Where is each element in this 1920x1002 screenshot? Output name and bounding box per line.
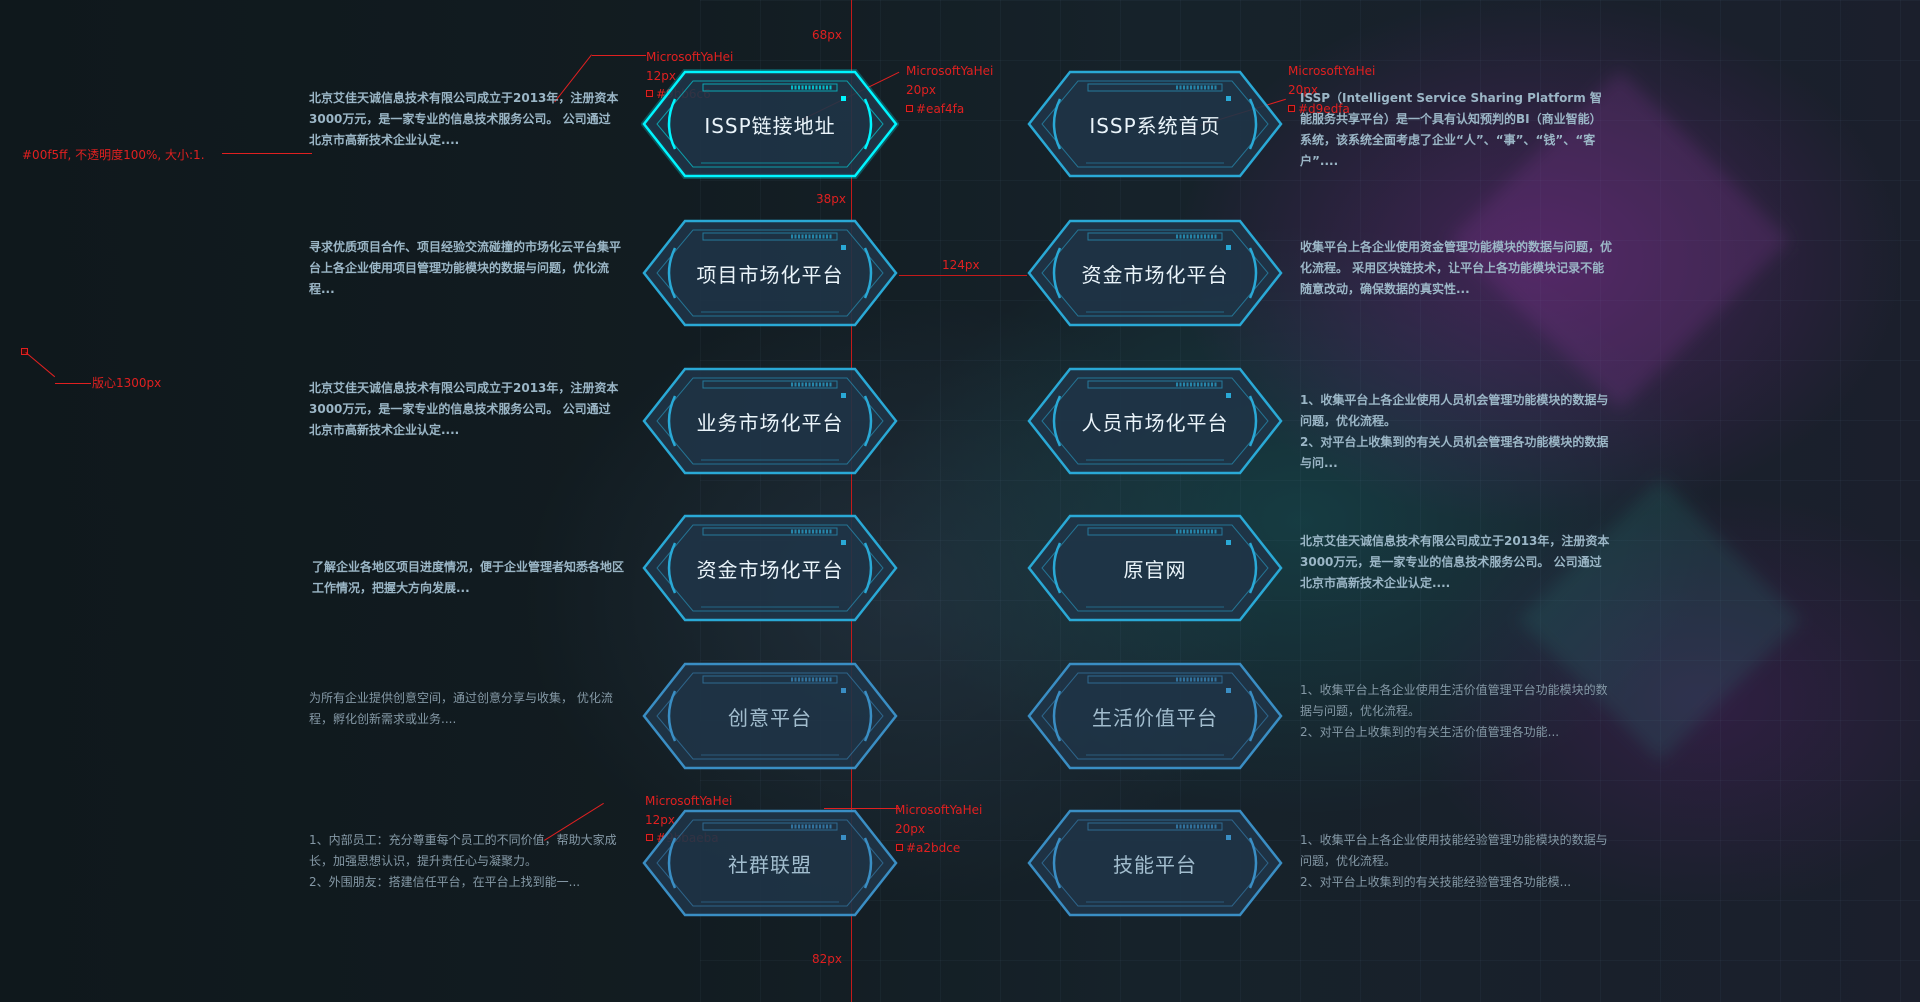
top-gap-annotation: 68px (812, 26, 842, 45)
card-title: ISSP系统首页 (1026, 69, 1284, 179)
annotation-color: #a2bdce (906, 839, 960, 858)
description-project-market: 寻求优质项目合作、项目经验交流碰撞的市场化云平台集平台上各企业使用项目管理功能模… (309, 237, 621, 300)
card-title: 创意平台 (641, 661, 899, 771)
card-fund-market[interactable]: 资金市场化平台 (1026, 218, 1284, 328)
card-title: ISSP链接地址 (641, 69, 899, 179)
annotation-size: 20px (906, 81, 936, 100)
description-business-market: 北京艾佳天诚信息技术有限公司成立于2013年，注册资本3000万元，是一家专业的… (309, 378, 621, 441)
card-project-market[interactable]: 项目市场化平台 (641, 218, 899, 328)
border-annotation: #00f5ff, 不透明度100%, 大小:1. (22, 146, 205, 165)
description-creative: 为所有企业提供创意空间，通过创意分享与收集， 优化流程，孵化创新需求或业务...… (309, 688, 621, 730)
annotation-leader (222, 153, 312, 154)
card-official-site[interactable]: 原官网 (1026, 513, 1284, 623)
annotation-font: MicrosoftYaHei (646, 48, 733, 67)
annotation-marker (906, 105, 913, 112)
card-title: 原官网 (1026, 513, 1284, 623)
description-official-site: 北京艾佳天诚信息技术有限公司成立于2013年，注册资本3000万元，是一家专业的… (1300, 531, 1612, 594)
card-title: 资金市场化平台 (641, 513, 899, 623)
column-gap-guide (899, 275, 1027, 276)
card-title: 人员市场化平台 (1026, 366, 1284, 476)
description-fund-market: 收集平台上各企业使用资金管理功能模块的数据与问题，优化流程。 采用区块链技术，让… (1300, 237, 1612, 300)
annotation-font: MicrosoftYaHei (1288, 62, 1375, 81)
annotation-color: #eaf4fa (916, 100, 964, 119)
card-title: 业务市场化平台 (641, 366, 899, 476)
annotation-font: MicrosoftYaHei (906, 62, 993, 81)
annotation-leader (592, 55, 646, 56)
annotation-size: 20px (895, 820, 925, 839)
card-title: 项目市场化平台 (641, 218, 899, 328)
description-fund-market-2: 了解企业各地区项目进度情况，便于企业管理者知悉各地区工作情况，把握大方向发展..… (312, 557, 624, 599)
annotation-leader (55, 383, 91, 384)
card-issp-link[interactable]: ISSP链接地址 (641, 69, 899, 179)
card-creative[interactable]: 创意平台 (641, 661, 899, 771)
card-personnel-market[interactable]: 人员市场化平台 (1026, 366, 1284, 476)
description-issp-link: 北京艾佳天诚信息技术有限公司成立于2013年，注册资本3000万元，是一家专业的… (309, 88, 621, 151)
card-title: 技能平台 (1026, 808, 1284, 918)
center-width-annotation: 版心1300px (92, 374, 161, 393)
column-gap-annotation: 124px (942, 256, 980, 275)
row-gap-annotation: 38px (816, 190, 846, 209)
card-issp-home[interactable]: ISSP系统首页 (1026, 69, 1284, 179)
card-title: 生活价值平台 (1026, 661, 1284, 771)
card-business-market[interactable]: 业务市场化平台 (641, 366, 899, 476)
card-life-value[interactable]: 生活价值平台 (1026, 661, 1284, 771)
annotation-font: MicrosoftYaHei (895, 801, 982, 820)
bottom-gap-annotation: 82px (812, 950, 842, 969)
card-community[interactable]: 社群联盟 (641, 808, 899, 918)
card-fund-market-2[interactable]: 资金市场化平台 (641, 513, 899, 623)
description-skill: 1、收集平台上各企业使用技能经验管理功能模块的数据与问题，优化流程。 2、对平台… (1300, 830, 1612, 893)
description-personnel-market: 1、收集平台上各企业使用人员机会管理功能模块的数据与问题，优化流程。 2、对平台… (1300, 390, 1612, 474)
card-skill[interactable]: 技能平台 (1026, 808, 1284, 918)
annotation-marker (1288, 105, 1295, 112)
description-issp-home: ISSP（Intelligent Service Sharing Platfor… (1300, 88, 1612, 172)
card-title: 社群联盟 (641, 808, 899, 918)
description-community: 1、内部员工：充分尊重每个员工的不同价值，帮助大家成长，加强思想认识，提升责任心… (309, 830, 621, 893)
card-title: 资金市场化平台 (1026, 218, 1284, 328)
description-life-value: 1、收集平台上各企业使用生活价值管理平台功能模块的数据与问题，优化流程。 2、对… (1300, 680, 1612, 743)
